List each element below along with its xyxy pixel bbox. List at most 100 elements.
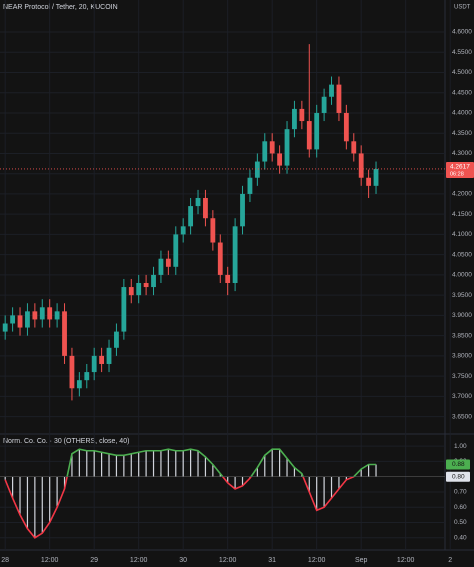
candle-body: [151, 274, 156, 288]
candle-body: [240, 193, 245, 227]
candle-body: [114, 331, 119, 348]
candle-body: [343, 112, 349, 142]
current-price-label: 4.2617: [450, 164, 470, 171]
y-tick-label: 4.3500: [452, 130, 472, 137]
candle-body: [165, 258, 171, 267]
x-tick-label: 12:00: [397, 557, 415, 564]
candle-body: [2, 323, 8, 332]
candle-body: [373, 168, 379, 186]
candle-body: [232, 226, 238, 284]
y-tick-label: 0.40: [454, 535, 467, 542]
candle-body: [25, 311, 30, 328]
candle-body: [314, 112, 320, 150]
candle-body: [358, 153, 364, 178]
candle-body: [76, 380, 82, 389]
x-tick-label: 29: [90, 557, 98, 564]
candle-body: [32, 311, 38, 320]
candle-body: [269, 141, 275, 154]
candle-body: [17, 315, 23, 328]
y-tick-label: 3.8500: [452, 332, 472, 339]
candle-body: [128, 287, 134, 296]
candle-body: [10, 315, 16, 324]
candle-body: [329, 84, 334, 97]
y-tick-label: 4.6000: [452, 29, 472, 36]
y-tick-label: 3.7500: [452, 373, 472, 380]
candle-body: [84, 372, 90, 381]
candle-body: [188, 206, 194, 227]
oscillator-line: [4, 448, 377, 539]
x-tick-label: 31: [268, 557, 276, 564]
y-tick-label: 3.8000: [452, 353, 472, 360]
candle-body: [39, 307, 45, 320]
candle-body: [54, 311, 60, 320]
candle-body: [47, 307, 53, 320]
y-tick-label: 4.1000: [452, 231, 472, 238]
candle-body: [143, 283, 149, 288]
candle-body: [254, 161, 260, 178]
currency-label: USDT: [454, 5, 471, 11]
y-tick-label: 0.50: [454, 519, 467, 526]
chart-title: NEAR Protocol / Tether, 20, KUCOIN: [3, 4, 118, 11]
y-tick-label: 4.4500: [452, 89, 472, 96]
candle-body: [336, 84, 342, 113]
y-tick-label: 3.9500: [452, 292, 472, 299]
baseline-box: [446, 471, 470, 482]
candle-body: [195, 197, 201, 207]
countdown-label: 06:28: [450, 171, 464, 177]
candle-body: [217, 242, 223, 275]
candle-body: [284, 129, 290, 166]
y-tick-label: 4.4000: [452, 110, 472, 117]
y-tick-label: 4.5000: [452, 69, 472, 76]
candle-body: [91, 355, 97, 373]
x-tick-label: 12:00: [130, 557, 148, 564]
last-value-box: [446, 459, 470, 470]
y-tick-label: 0.60: [454, 504, 467, 511]
candle-body: [366, 177, 372, 186]
candle-body: [106, 347, 112, 364]
y-tick-label: 3.7000: [452, 393, 472, 400]
y-tick-label: 0.70: [454, 489, 467, 496]
last-value-label: 0.88: [452, 461, 465, 468]
candle-body: [299, 108, 305, 122]
candle-body: [292, 108, 297, 130]
indicator-title: Norm. Co. Co. · 30 (OTHERS, close, 40): [3, 438, 129, 445]
y-tick-label: 4.5500: [452, 49, 472, 56]
candle-body: [351, 141, 357, 154]
y-tick-label: 4.0000: [452, 272, 472, 279]
baseline-label: 0.80: [452, 473, 465, 480]
candle-body: [262, 141, 268, 162]
candle-body: [173, 234, 179, 267]
x-tick-label: 2: [448, 557, 452, 564]
candle-body: [225, 274, 231, 284]
y-tick-label: 3.6500: [452, 413, 472, 420]
y-tick-label: 4.0500: [452, 251, 472, 258]
current-price-box: [446, 161, 474, 178]
candle-body: [277, 153, 283, 166]
y-tick-label: 4.3000: [452, 150, 472, 157]
x-tick-label: Sep: [355, 557, 368, 564]
y-tick-label: 4.2000: [452, 191, 472, 198]
x-tick-label: 12:00: [219, 557, 237, 564]
candle-body: [180, 226, 186, 235]
candle-body: [321, 96, 327, 113]
x-tick-label: 28: [1, 557, 9, 564]
candle-body: [136, 283, 142, 296]
x-tick-label: 12:00: [308, 557, 326, 564]
candle-body: [306, 121, 312, 150]
candle-body: [69, 355, 75, 389]
candle-body: [203, 197, 208, 219]
candle-body: [99, 355, 105, 364]
candle-body: [247, 177, 253, 194]
y-tick-label: 4.1500: [452, 211, 472, 218]
candle-body: [121, 287, 127, 332]
candle-body: [210, 218, 216, 243]
x-tick-label: 12:00: [41, 557, 59, 564]
y-tick-label: 3.9000: [452, 312, 472, 319]
y-tick-label: 1.00: [454, 443, 467, 450]
x-tick-label: 30: [179, 557, 187, 564]
candle-body: [158, 258, 164, 275]
candle-body: [62, 311, 67, 356]
